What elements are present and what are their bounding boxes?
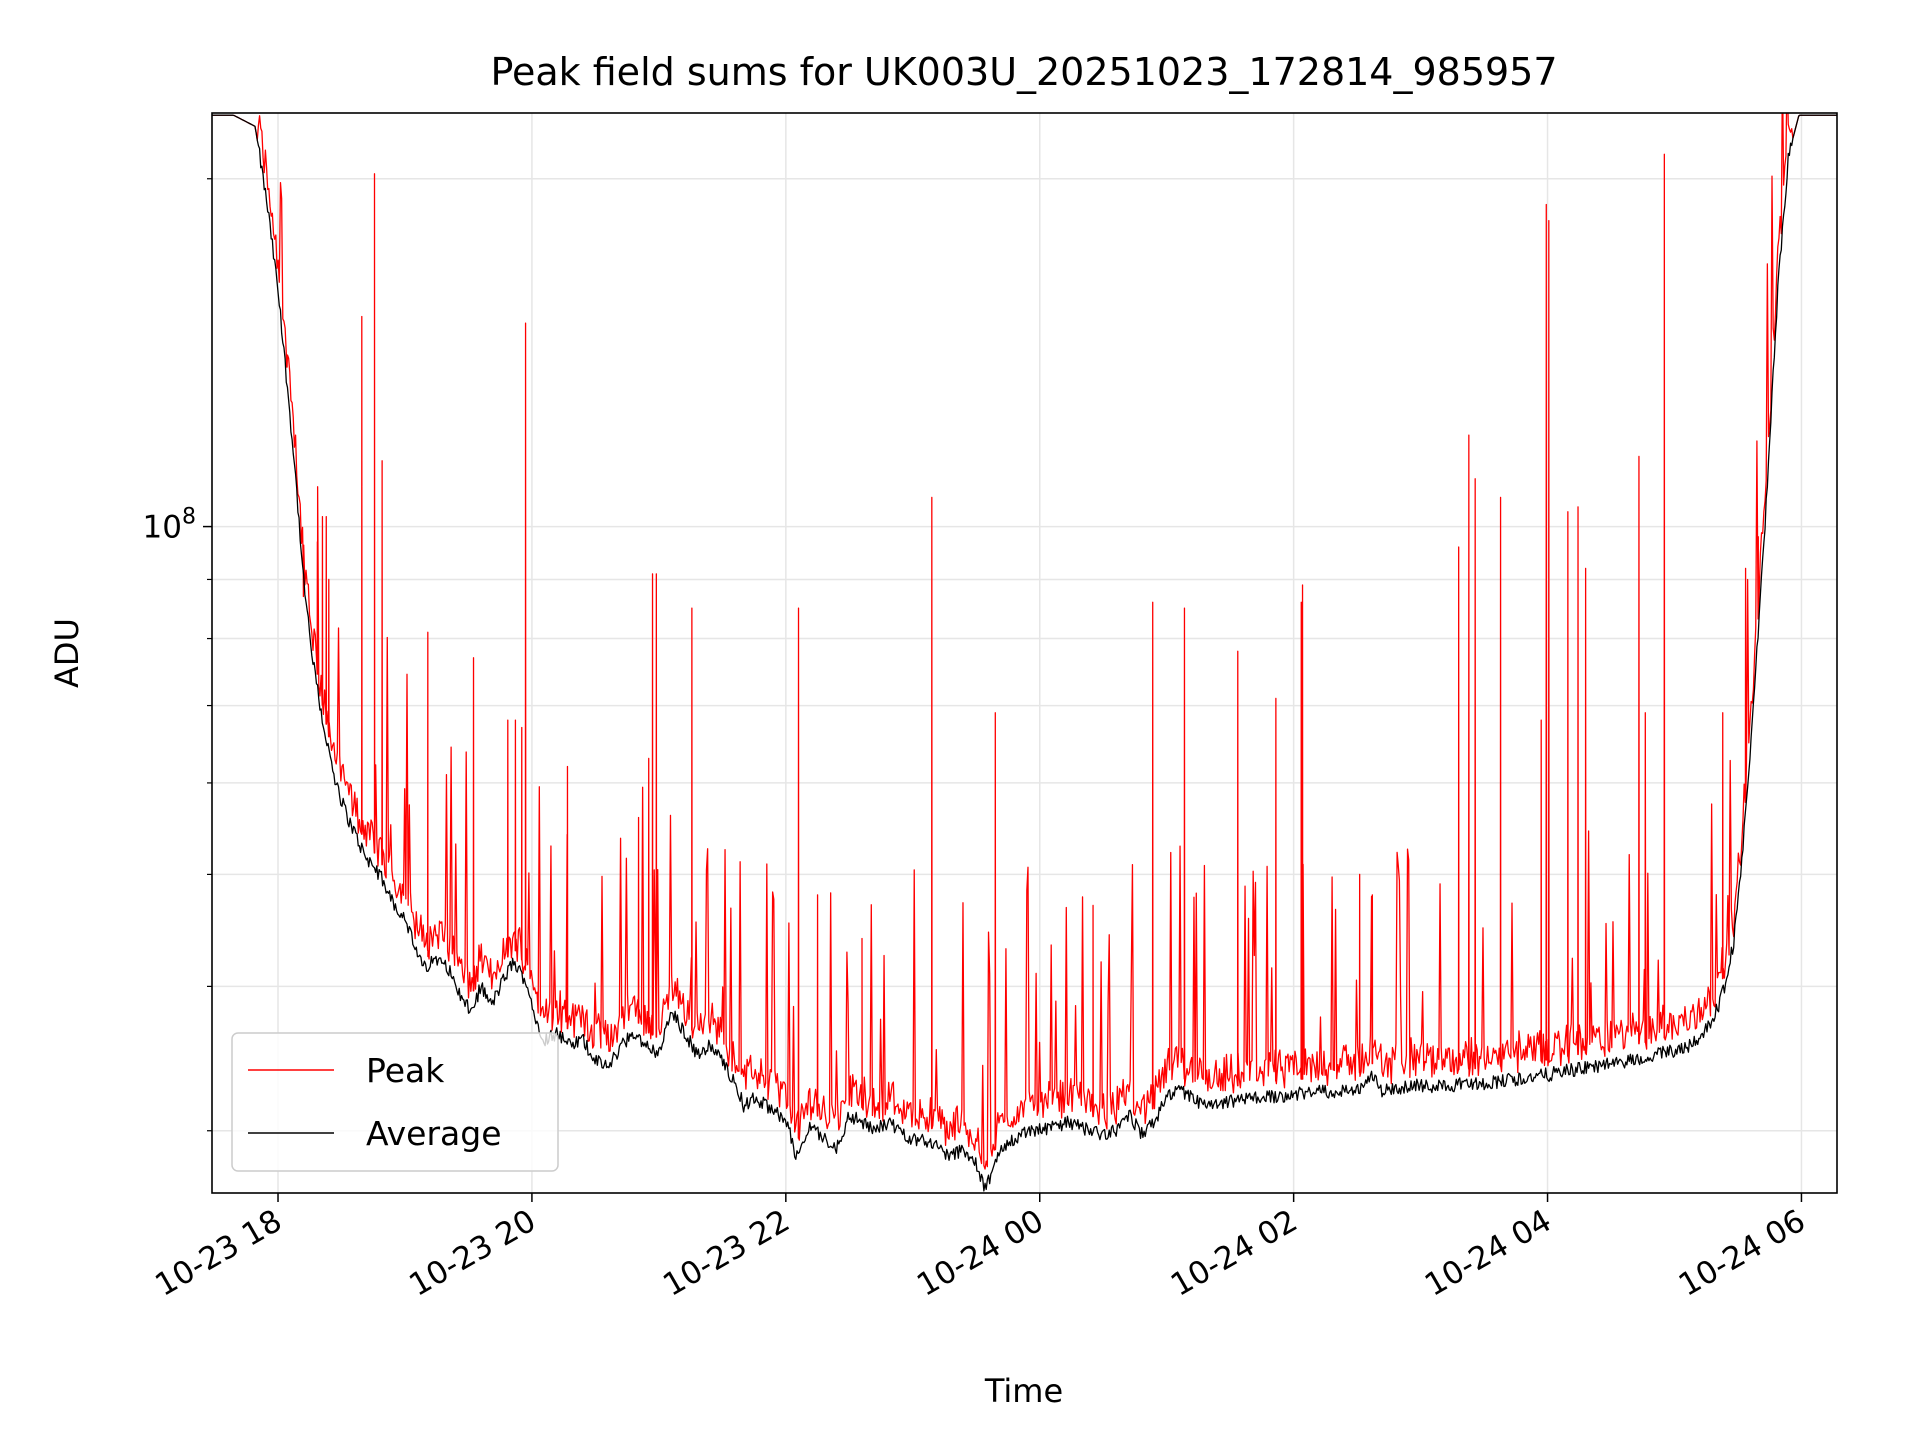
legend-label-peak: Peak	[366, 1051, 445, 1090]
plot-frame	[211, 112, 1838, 1194]
plot-lines	[212, 113, 1837, 1192]
legend-box	[231, 1032, 559, 1172]
peak-series-line	[212, 113, 1837, 1170]
legend: Peak Average	[231, 1032, 559, 1172]
y-axis-label: ADU	[48, 618, 86, 688]
legend-label-average: Average	[366, 1114, 502, 1153]
average-series-line	[212, 114, 1837, 1192]
gridlines	[212, 113, 1837, 1193]
y-tick-label: 108	[143, 505, 196, 546]
chart-title: Peak field sums for UK003U_20251023_1728…	[490, 50, 1557, 94]
x-axis-label: Time	[984, 1372, 1063, 1410]
